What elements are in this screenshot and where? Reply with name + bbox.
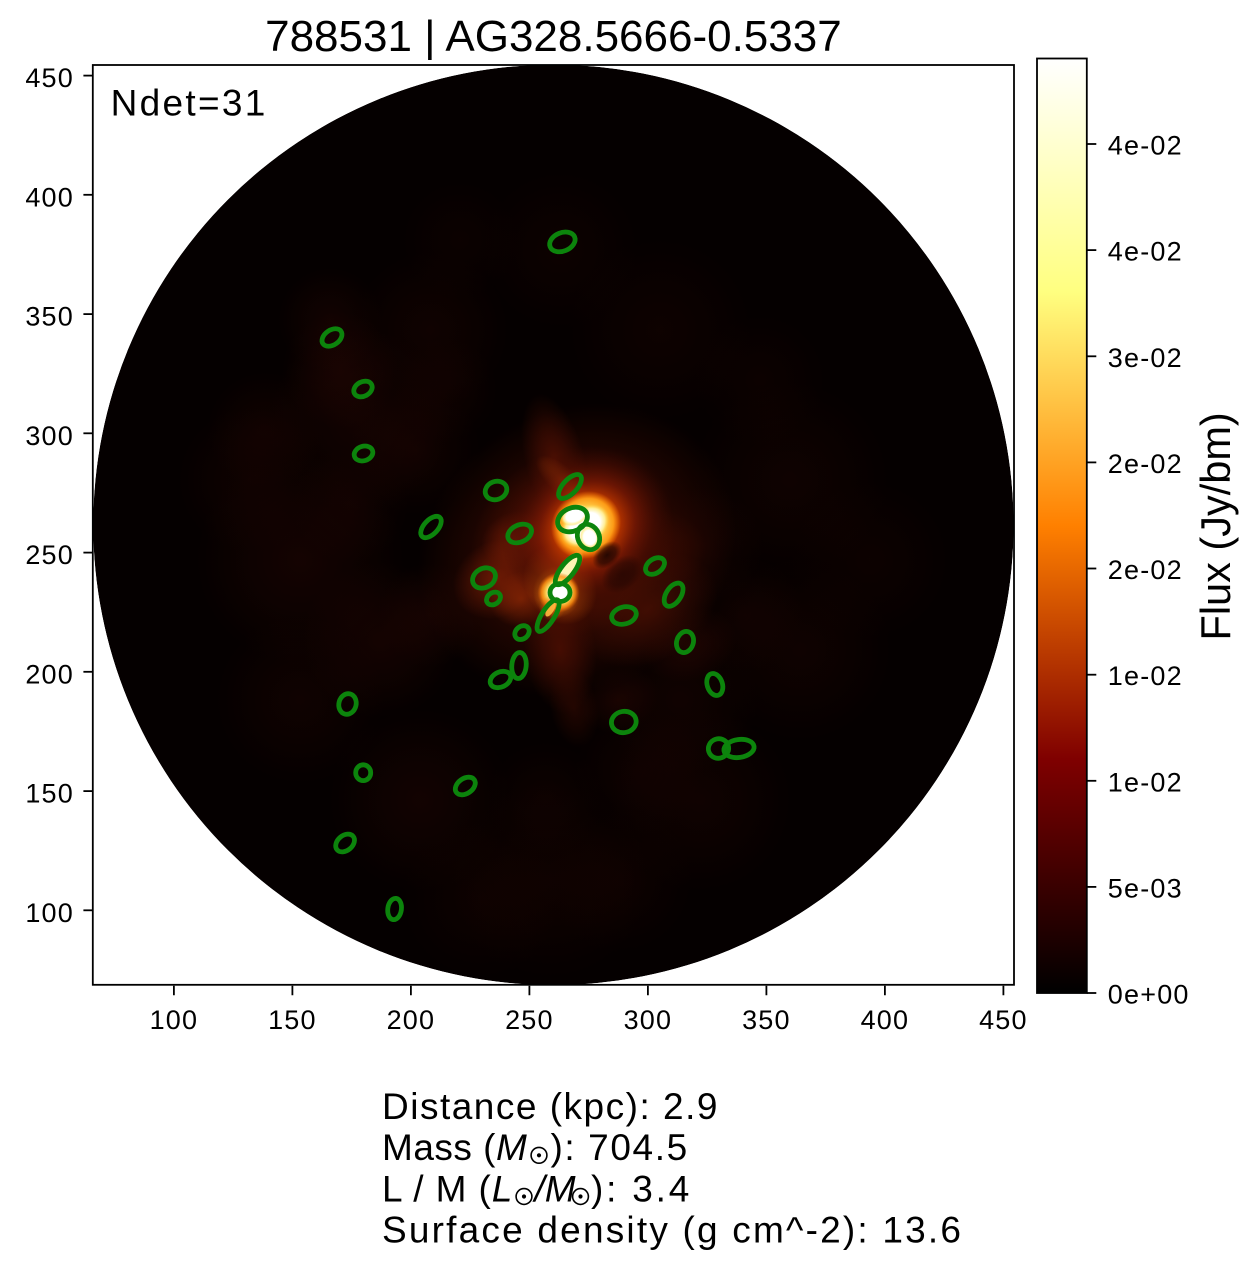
svg-text:100: 100: [150, 1005, 199, 1035]
svg-text:788531 | AG328.5666-0.5337: 788531 | AG328.5666-0.5337: [265, 12, 842, 61]
svg-text:1e-02: 1e-02: [1108, 661, 1183, 691]
svg-text:400: 400: [25, 182, 74, 212]
svg-text:200: 200: [387, 1005, 436, 1035]
svg-text:): 3.4: ): 3.4: [591, 1168, 692, 1209]
svg-text:Ndet=31: Ndet=31: [111, 82, 268, 123]
svg-text:): 704.5: ): 704.5: [551, 1127, 689, 1168]
svg-text:4e-02: 4e-02: [1108, 237, 1183, 267]
svg-text:450: 450: [25, 63, 74, 93]
svg-text:100: 100: [25, 898, 74, 928]
svg-text:5e-03: 5e-03: [1108, 873, 1183, 903]
svg-text:0e+00: 0e+00: [1108, 980, 1190, 1010]
svg-text:250: 250: [505, 1005, 554, 1035]
svg-text:2e-02: 2e-02: [1108, 555, 1183, 585]
svg-text:400: 400: [861, 1005, 910, 1035]
svg-text:300: 300: [624, 1005, 673, 1035]
svg-text:4e-02: 4e-02: [1108, 131, 1183, 161]
svg-text:250: 250: [25, 540, 74, 570]
svg-text:/M: /M: [532, 1168, 576, 1209]
svg-text:Mass (M: Mass (M: [382, 1127, 527, 1168]
svg-text:300: 300: [25, 421, 74, 451]
svg-text:200: 200: [25, 659, 74, 689]
svg-text:150: 150: [25, 779, 74, 809]
svg-text:L / M (L: L / M (L: [382, 1168, 513, 1209]
svg-text:350: 350: [742, 1005, 791, 1035]
svg-text:150: 150: [268, 1005, 317, 1035]
svg-text:1e-02: 1e-02: [1108, 767, 1183, 797]
svg-text:Flux (Jy/bm): Flux (Jy/bm): [1192, 412, 1239, 640]
svg-text:Surface density (g cm^-2): 13.: Surface density (g cm^-2): 13.6: [382, 1210, 963, 1251]
svg-text:3e-02: 3e-02: [1108, 343, 1183, 373]
svg-text:2e-02: 2e-02: [1108, 449, 1183, 479]
svg-text:Distance (kpc): 2.9: Distance (kpc): 2.9: [382, 1086, 719, 1127]
svg-text:450: 450: [979, 1005, 1028, 1035]
svg-text:350: 350: [25, 302, 74, 332]
